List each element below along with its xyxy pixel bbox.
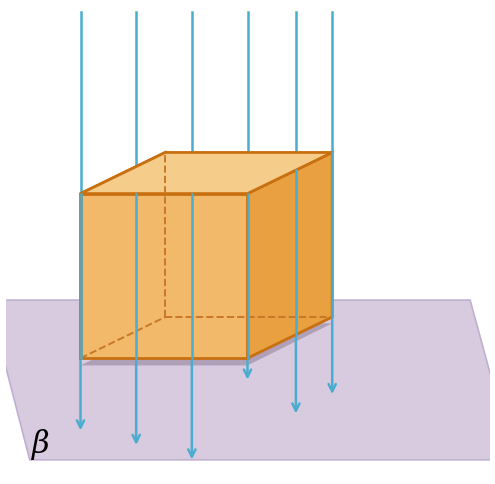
Polygon shape	[248, 152, 332, 358]
Polygon shape	[81, 152, 332, 194]
Polygon shape	[81, 323, 332, 365]
Text: β: β	[32, 428, 50, 459]
Polygon shape	[81, 194, 247, 358]
Polygon shape	[81, 152, 165, 358]
Polygon shape	[0, 300, 495, 460]
